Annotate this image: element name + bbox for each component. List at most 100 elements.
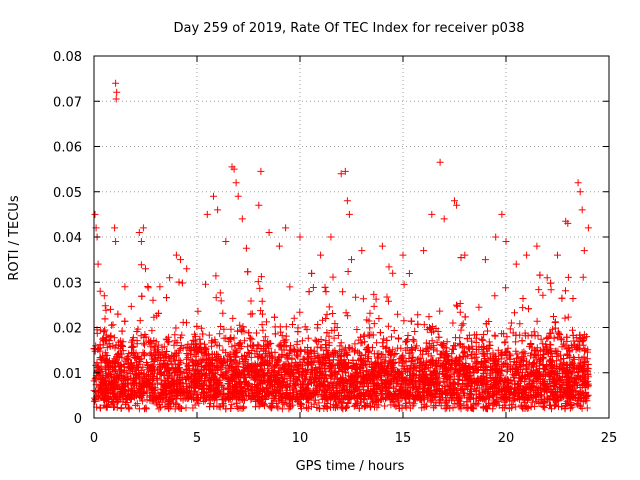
data-point [247,297,255,305]
data-point [450,342,458,350]
data-point [538,391,545,399]
data-point [504,344,512,352]
data-point [219,309,227,317]
data-point [144,283,152,290]
data-point [491,332,499,340]
data-point [414,320,422,328]
data-point [422,339,430,347]
data-point [550,334,558,342]
data-point [109,321,117,329]
data-point [512,338,520,346]
data-point [142,404,150,412]
data-point [230,334,238,342]
data-point [298,337,306,345]
data-point [395,334,402,342]
data-point [277,328,285,336]
data-point [536,271,544,279]
data-point [505,352,513,360]
data-point [533,317,541,325]
data-point [367,402,375,410]
data-point [110,368,118,375]
data-point [138,292,146,300]
data-point [247,310,255,318]
data-point [400,280,408,288]
data-point [519,304,527,312]
data-point [317,336,325,343]
data-point [330,334,338,342]
data-point [388,333,395,341]
data-point [557,335,565,343]
data-point [150,344,158,352]
data-point [359,295,367,303]
data-point [561,314,569,322]
data-point [244,348,252,356]
data-point [485,399,492,407]
data-point [257,273,265,281]
data-point [449,319,457,327]
data-point [335,361,343,369]
data-point [172,324,180,332]
data-point [458,344,466,352]
data-point [259,310,266,318]
data-point [290,314,298,322]
data-point [233,399,241,407]
data-point [259,326,267,334]
data-point [443,338,451,346]
data-point [562,287,569,295]
data-point [260,401,268,409]
data-point [343,350,351,358]
data-point [216,330,224,338]
data-point [381,402,389,410]
data-point [503,348,511,356]
data-point [117,405,125,412]
data-point [381,359,389,367]
data-point [127,302,135,310]
data-point [408,317,416,325]
data-point [516,320,524,328]
data-point [137,261,145,269]
data-point [175,278,183,286]
data-point [313,343,321,351]
data-point [226,335,234,343]
data-point [465,344,473,352]
data-point [503,367,511,375]
data-point [419,347,427,355]
data-point [579,341,587,349]
data-point [325,303,333,311]
data-point [363,316,371,324]
data-point [268,362,276,370]
data-point [173,349,181,357]
data-point [236,321,244,329]
data-point [339,288,347,296]
data-point [140,334,148,342]
data-point [497,350,505,358]
data-point [528,398,536,406]
data-point [558,343,566,351]
data-point [527,352,534,360]
data-point [403,337,410,345]
data-point [239,323,247,331]
data-point [177,334,184,342]
data-point [334,332,342,339]
data-point [279,399,287,406]
data-point [232,378,240,386]
data-point [264,341,272,348]
data-point [240,403,247,411]
data-point [329,310,337,317]
data-point [425,313,433,321]
data-point [293,376,301,384]
data-point [456,308,464,316]
data-point [148,327,156,335]
data-point [397,354,405,362]
data-point [511,309,518,317]
data-point [271,323,279,331]
data-point [247,341,255,349]
data-point [385,297,392,305]
data-point [556,331,564,338]
data-point [549,325,557,333]
data-point [95,362,103,370]
data-point [491,292,499,300]
data-point [501,339,509,347]
data-point [366,309,374,317]
data-point [422,402,430,410]
